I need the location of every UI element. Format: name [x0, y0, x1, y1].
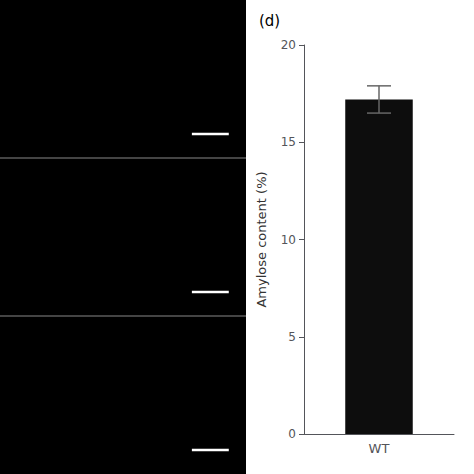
svg-text:(d): (d) [259, 12, 280, 30]
svg-text:20: 20 [281, 38, 296, 52]
svg-text:5: 5 [288, 330, 296, 344]
svg-text:WT: WT [369, 441, 390, 456]
svg-text:15: 15 [281, 135, 296, 149]
svg-text:10: 10 [281, 233, 296, 247]
svg-text:Amylose content (%): Amylose content (%) [254, 171, 269, 307]
svg-text:0: 0 [288, 427, 296, 441]
